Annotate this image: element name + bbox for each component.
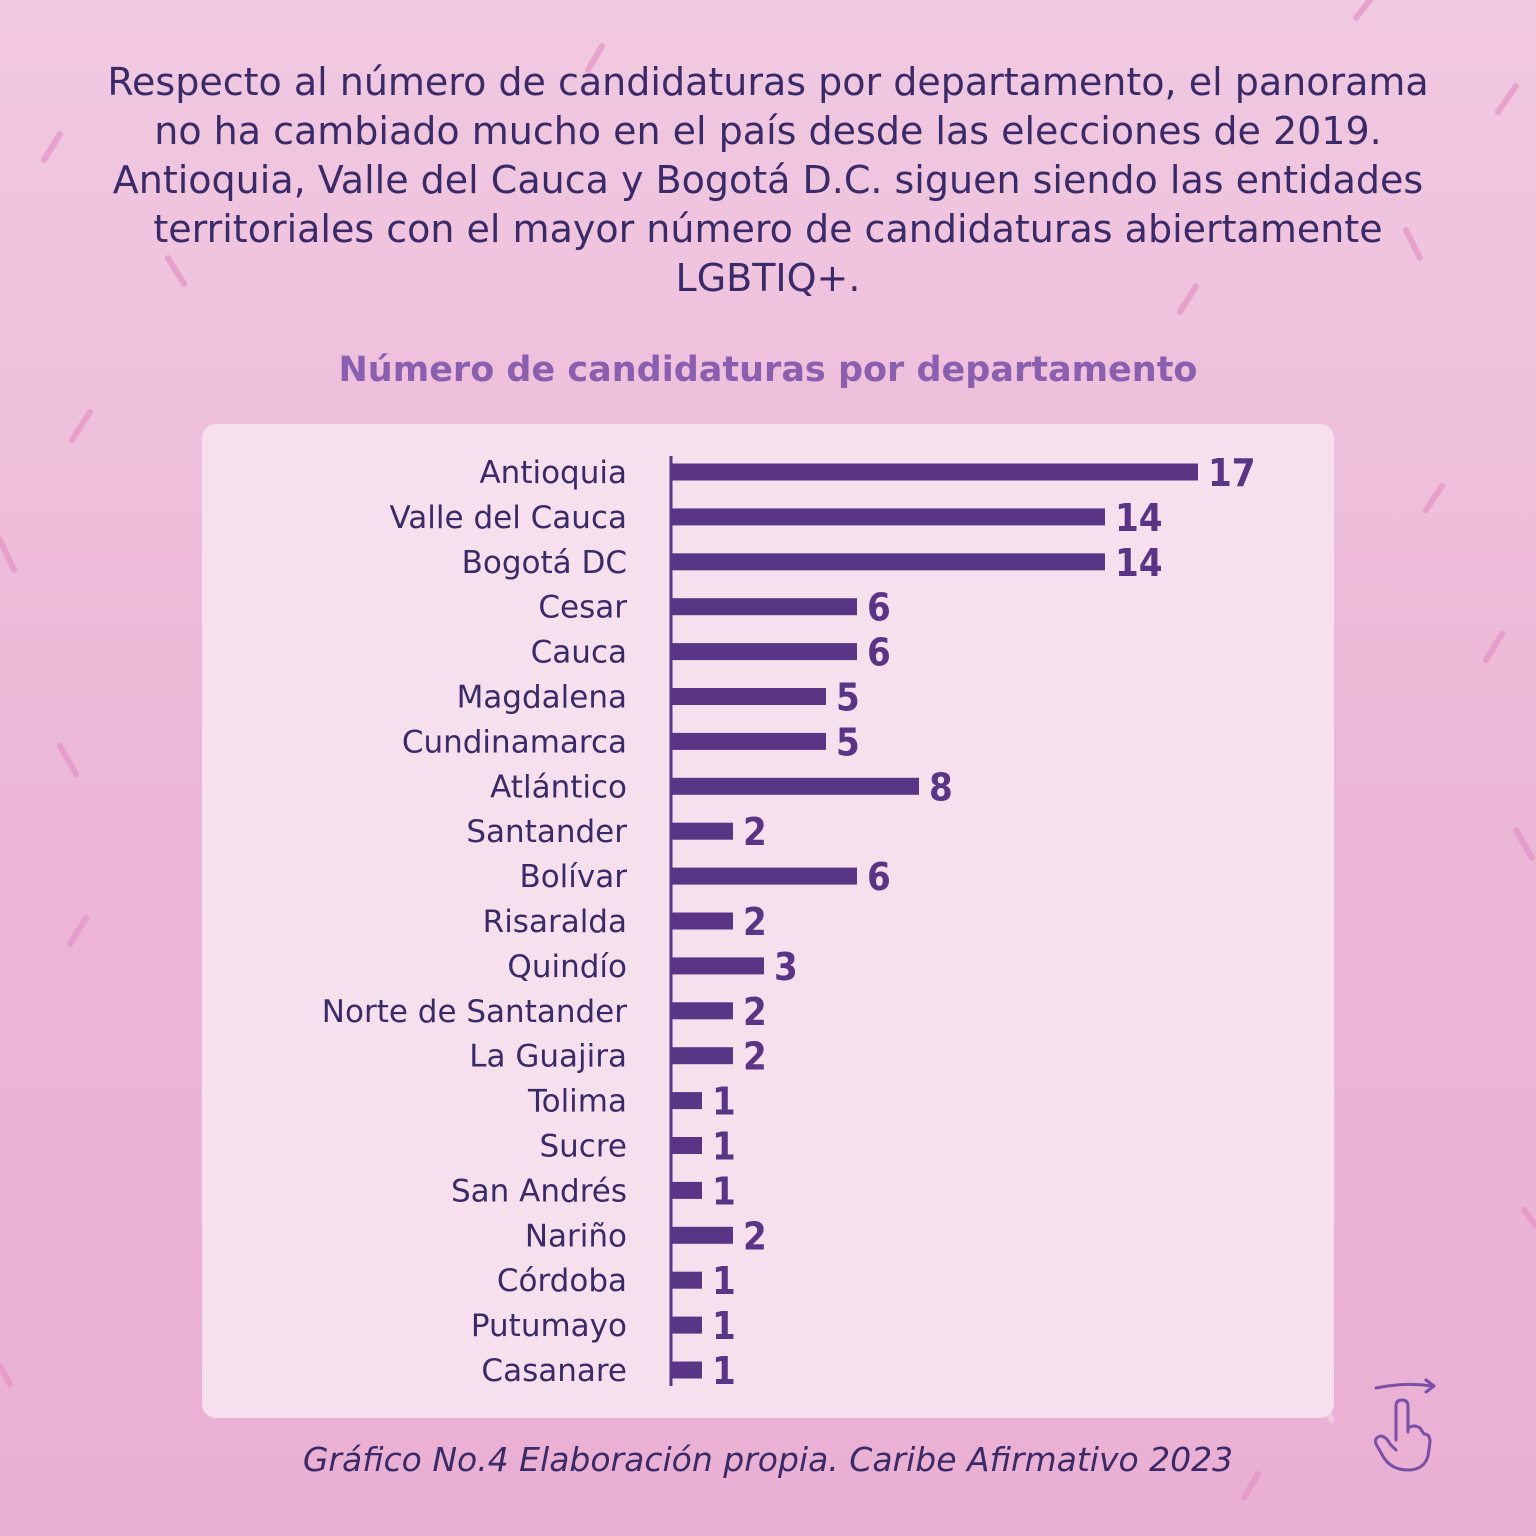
value-label: 2 [743,1035,767,1079]
category-label: Cundinamarca [402,724,627,760]
chart-panel: Antioquia 17 Valle del Cauca 14 Bogotá DC 14 C… [202,424,1334,1418]
value-label: 2 [743,810,767,854]
category-label: Bogotá DC [462,545,627,581]
bar [671,463,1198,481]
bar [671,643,857,661]
value-label: 3 [774,945,798,989]
bar [671,1226,733,1244]
category-label: Risaralda [483,904,627,940]
bar [671,1092,702,1110]
chart-title: Número de candidaturas por departamento [338,350,1198,390]
bar [671,1137,702,1154]
bar-chart: Antioquia 17 Valle del Cauca 14 Bogotá DC 14 C… [322,451,1256,1393]
swipe-hand-icon [1374,1378,1436,1472]
category-label: Norte de Santander [322,994,627,1030]
source-caption: Gráfico No.4 Elaboración propia. Caribe … [302,1440,1234,1479]
category-label: Nariño [525,1218,627,1254]
bar [671,732,826,750]
bar [671,1047,733,1065]
bar [671,508,1105,526]
value-label: 5 [836,720,860,764]
category-label: Sucre [539,1129,627,1165]
category-label: San Andrés [451,1173,627,1209]
category-label: Santander [466,814,627,850]
value-label: 2 [743,900,767,944]
bar [671,1181,702,1199]
category-label: Casanare [481,1353,627,1389]
category-label: Cauca [531,635,627,671]
value-label: 2 [743,990,767,1034]
value-label: 1 [712,1125,736,1169]
bar [671,957,764,975]
bar [671,598,857,616]
intro-paragraph: Respecto al número de candidaturas por d… [107,60,1429,300]
category-label: Valle del Cauca [390,500,628,536]
category-label: Antioquia [479,455,627,491]
value-label: 1 [712,1304,736,1348]
value-label: 2 [743,1214,767,1258]
category-label: Cesar [538,590,627,626]
value-label: 14 [1115,541,1163,585]
category-label: Córdoba [497,1263,627,1299]
bar [671,777,919,795]
bar [671,1361,702,1379]
bar [671,1002,733,1020]
category-label: Magdalena [457,680,627,716]
category-label: Atlántico [490,769,627,805]
bar [671,1316,702,1334]
value-label: 1 [712,1169,736,1213]
bar [671,867,857,885]
category-label: Tolima [527,1084,627,1120]
bar [671,1271,702,1289]
value-label: 17 [1208,451,1256,495]
value-label: 6 [867,631,891,675]
bar [671,822,733,840]
value-label: 14 [1115,496,1163,540]
value-label: 1 [712,1349,736,1393]
value-label: 6 [867,586,891,630]
value-label: 6 [867,855,891,899]
value-label: 1 [712,1259,736,1303]
category-label: Quindío [507,949,627,985]
bar [671,553,1105,571]
category-label: Bolívar [519,859,627,895]
value-label: 1 [712,1080,736,1124]
bar [671,912,733,930]
category-label: La Guajira [469,1039,627,1075]
category-label: Putumayo [471,1308,627,1344]
bar [671,688,826,705]
value-label: 8 [929,765,953,809]
value-label: 5 [836,676,860,720]
